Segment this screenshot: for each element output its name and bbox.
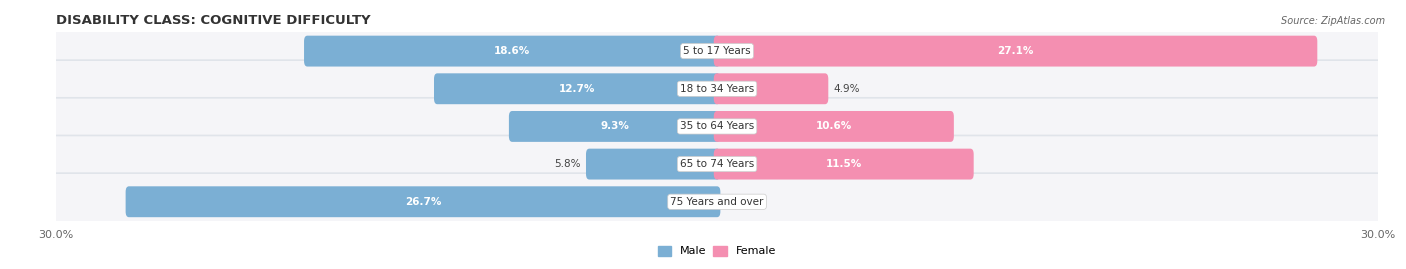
- FancyBboxPatch shape: [304, 36, 720, 66]
- Text: 26.7%: 26.7%: [405, 197, 441, 207]
- Text: 10.6%: 10.6%: [815, 121, 852, 132]
- FancyBboxPatch shape: [48, 98, 1386, 155]
- FancyBboxPatch shape: [434, 73, 720, 104]
- Text: DISABILITY CLASS: COGNITIVE DIFFICULTY: DISABILITY CLASS: COGNITIVE DIFFICULTY: [56, 14, 371, 27]
- Text: 27.1%: 27.1%: [997, 46, 1033, 56]
- Text: 18.6%: 18.6%: [494, 46, 530, 56]
- FancyBboxPatch shape: [714, 36, 1317, 66]
- Text: 5.8%: 5.8%: [554, 159, 581, 169]
- FancyBboxPatch shape: [48, 173, 1386, 230]
- Text: 11.5%: 11.5%: [825, 159, 862, 169]
- Text: Source: ZipAtlas.com: Source: ZipAtlas.com: [1281, 16, 1385, 26]
- FancyBboxPatch shape: [48, 136, 1386, 193]
- FancyBboxPatch shape: [714, 149, 974, 179]
- FancyBboxPatch shape: [125, 186, 720, 217]
- FancyBboxPatch shape: [714, 111, 953, 142]
- Text: 18 to 34 Years: 18 to 34 Years: [681, 84, 754, 94]
- Text: 4.9%: 4.9%: [834, 84, 860, 94]
- Legend: Male, Female: Male, Female: [658, 246, 776, 256]
- FancyBboxPatch shape: [586, 149, 720, 179]
- Text: 75 Years and over: 75 Years and over: [671, 197, 763, 207]
- Text: 5 to 17 Years: 5 to 17 Years: [683, 46, 751, 56]
- FancyBboxPatch shape: [714, 73, 828, 104]
- Text: 9.3%: 9.3%: [600, 121, 628, 132]
- Text: 65 to 74 Years: 65 to 74 Years: [681, 159, 754, 169]
- FancyBboxPatch shape: [48, 23, 1386, 80]
- FancyBboxPatch shape: [48, 60, 1386, 117]
- FancyBboxPatch shape: [509, 111, 720, 142]
- Text: 12.7%: 12.7%: [560, 84, 595, 94]
- Text: 35 to 64 Years: 35 to 64 Years: [681, 121, 754, 132]
- Text: 0.0%: 0.0%: [725, 197, 752, 207]
